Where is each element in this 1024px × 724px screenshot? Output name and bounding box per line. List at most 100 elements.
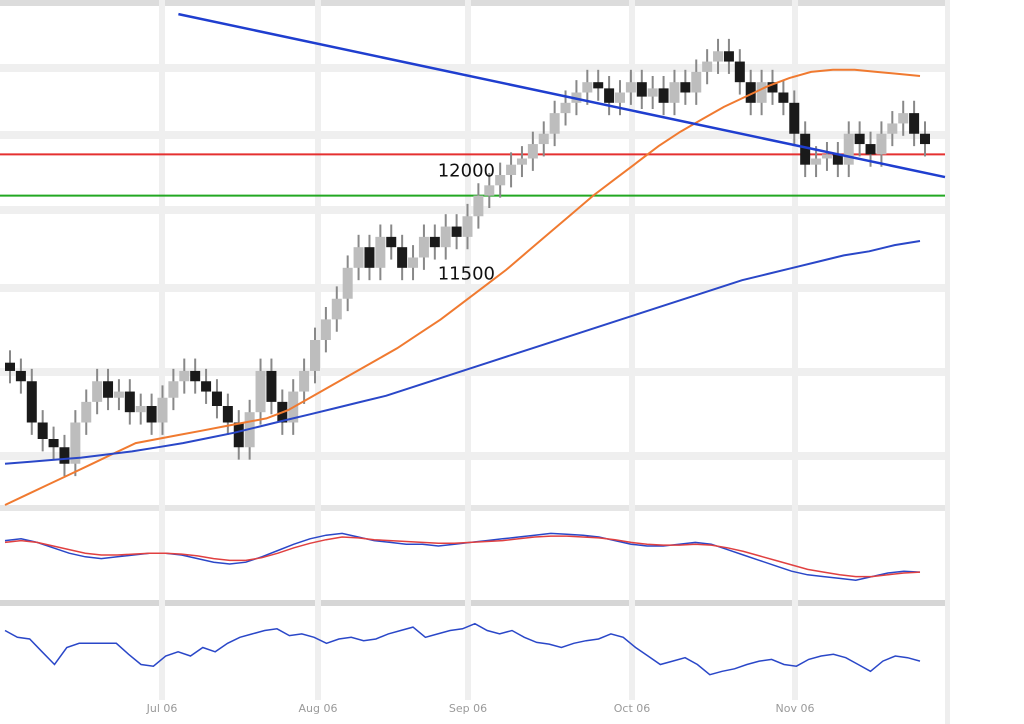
- candle-body: [135, 406, 146, 413]
- horizontal-gridline: [0, 452, 945, 460]
- candle-body: [190, 370, 201, 382]
- horizontal-gridline: [0, 368, 945, 376]
- candle-body: [516, 158, 527, 165]
- candle-body: [310, 340, 320, 371]
- candle-body: [157, 397, 168, 423]
- candle-body: [255, 370, 266, 413]
- candle-body: [37, 422, 48, 439]
- candle-body: [680, 82, 691, 93]
- candle-body: [146, 406, 157, 423]
- panel-separator: [0, 600, 950, 606]
- x-tick-label: Oct 06: [614, 702, 651, 715]
- candle-body: [549, 113, 560, 134]
- candle-body: [865, 144, 876, 155]
- candle-body: [854, 133, 865, 145]
- candle-body: [593, 82, 604, 89]
- x-tick-label: Nov 06: [776, 702, 815, 715]
- candle-body: [887, 123, 898, 134]
- y-tick-label-11500: 11500: [438, 264, 495, 285]
- x-tick-label: Aug 06: [299, 702, 338, 715]
- trendline: [178, 12, 946, 179]
- candle-body: [397, 247, 408, 268]
- candle-body: [615, 92, 625, 103]
- candle-body: [636, 82, 647, 97]
- candle-body: [320, 319, 331, 340]
- candle-body: [495, 175, 506, 186]
- candle-body: [484, 185, 495, 196]
- candle-body: [723, 51, 734, 62]
- vertical-gridline: [465, 0, 471, 700]
- candle-body: [647, 88, 658, 97]
- candle-body: [429, 236, 440, 248]
- candle-body: [778, 92, 789, 103]
- candle-body: [113, 391, 124, 398]
- candle-body: [756, 82, 767, 103]
- candle-body: [702, 61, 713, 72]
- candle-body: [168, 381, 179, 398]
- candle-body: [560, 102, 571, 114]
- x-tick-label: Jul 06: [146, 702, 178, 715]
- vertical-gridline: [792, 0, 798, 700]
- vertical-gridline: [629, 0, 635, 700]
- candle-body: [669, 82, 680, 103]
- candle-body: [70, 422, 81, 464]
- candle-body: [124, 391, 135, 413]
- candle-body: [789, 102, 800, 134]
- candle-body: [103, 381, 114, 398]
- candle-body: [832, 154, 843, 165]
- candle-body: [418, 236, 429, 258]
- candle-body: [201, 381, 212, 392]
- candle-body: [734, 61, 745, 83]
- candle-body: [386, 236, 397, 248]
- horizontal-gridline: [0, 64, 945, 72]
- horizontal-gridline: [0, 284, 945, 292]
- downtrend-line: [178, 12, 946, 179]
- horizontal-gridline: [0, 131, 945, 139]
- candle-body: [604, 88, 615, 103]
- candle-body: [342, 267, 353, 299]
- ma-long-line: [4, 240, 921, 465]
- candle-body: [26, 381, 37, 423]
- candle-body: [462, 216, 473, 237]
- y-tick-label-12000: 12000: [438, 160, 495, 181]
- candle-body: [222, 406, 233, 423]
- candle-body: [5, 362, 15, 371]
- panel-separator: [0, 505, 950, 511]
- candle-body: [745, 82, 756, 103]
- candle-body: [375, 236, 386, 268]
- candle-body: [821, 154, 832, 159]
- x-tick-label: Sep 06: [449, 702, 487, 715]
- candle-body: [364, 247, 375, 268]
- candle-body: [713, 51, 724, 62]
- candle-body: [506, 164, 517, 175]
- oscillator-panel-2: [4, 622, 921, 676]
- candle-body: [353, 247, 364, 268]
- candle-body: [691, 71, 702, 93]
- candle-body: [299, 370, 310, 392]
- candle-body: [527, 144, 538, 159]
- candle-body: [920, 133, 930, 145]
- oscillator-series-1: [4, 535, 921, 578]
- candle-body: [331, 298, 342, 320]
- candle-body: [767, 82, 778, 93]
- axis-labels: Jul 06 Aug 06 Sep 06 Oct 06 Nov 06 12000 11500: [146, 160, 815, 715]
- candle-body: [876, 133, 887, 155]
- candle-body: [811, 158, 822, 165]
- candle-body: [48, 439, 59, 448]
- horizontal-gridline: [0, 206, 945, 214]
- horizontal-levels: [0, 153, 945, 197]
- candle-body: [179, 370, 190, 382]
- candle-body: [440, 226, 451, 248]
- candle-body: [538, 133, 549, 145]
- candle-body: [473, 195, 484, 217]
- candle-body: [800, 133, 811, 165]
- candle-body: [233, 422, 244, 448]
- candle-body: [211, 391, 222, 406]
- candle-body: [451, 226, 462, 237]
- candle-body: [59, 447, 70, 464]
- candle-body: [582, 82, 593, 93]
